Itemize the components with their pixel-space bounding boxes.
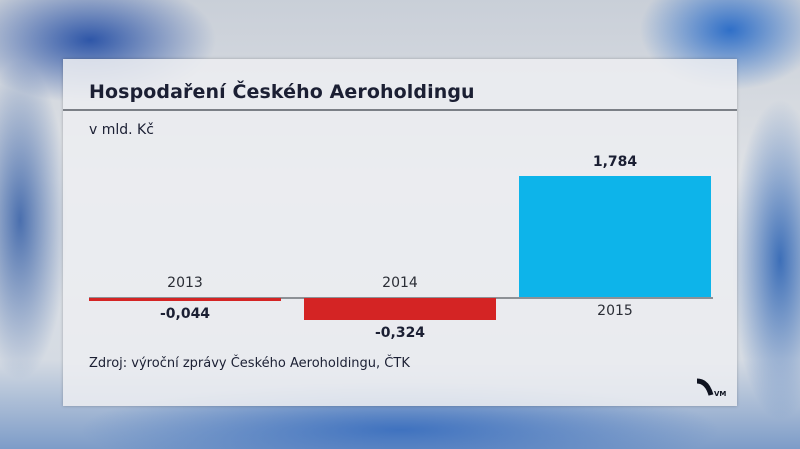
category-label: 2014 <box>382 275 418 291</box>
title-divider <box>63 109 737 111</box>
bar-2013 <box>89 298 281 301</box>
bar-2015 <box>519 176 711 297</box>
value-label: -0,324 <box>374 324 426 341</box>
category-label: 2013 <box>167 275 203 291</box>
value-label: 1,784 <box>592 154 638 170</box>
chart-title: Hospodaření Českého Aeroholdingu <box>89 81 475 103</box>
category-label: 2015 <box>597 303 633 319</box>
bar-2014 <box>304 298 496 320</box>
source-note: Zdroj: výroční zprávy Českého Aeroholdin… <box>89 356 410 371</box>
chart-panel: Hospodaření Českého Aeroholdingu v mld. … <box>63 59 737 406</box>
value-label: -0,044 <box>159 306 211 322</box>
unit-label: v mld. Kč <box>89 122 154 138</box>
broadcaster-logo-icon: VM <box>695 377 731 399</box>
svg-text:VM: VM <box>714 390 726 398</box>
